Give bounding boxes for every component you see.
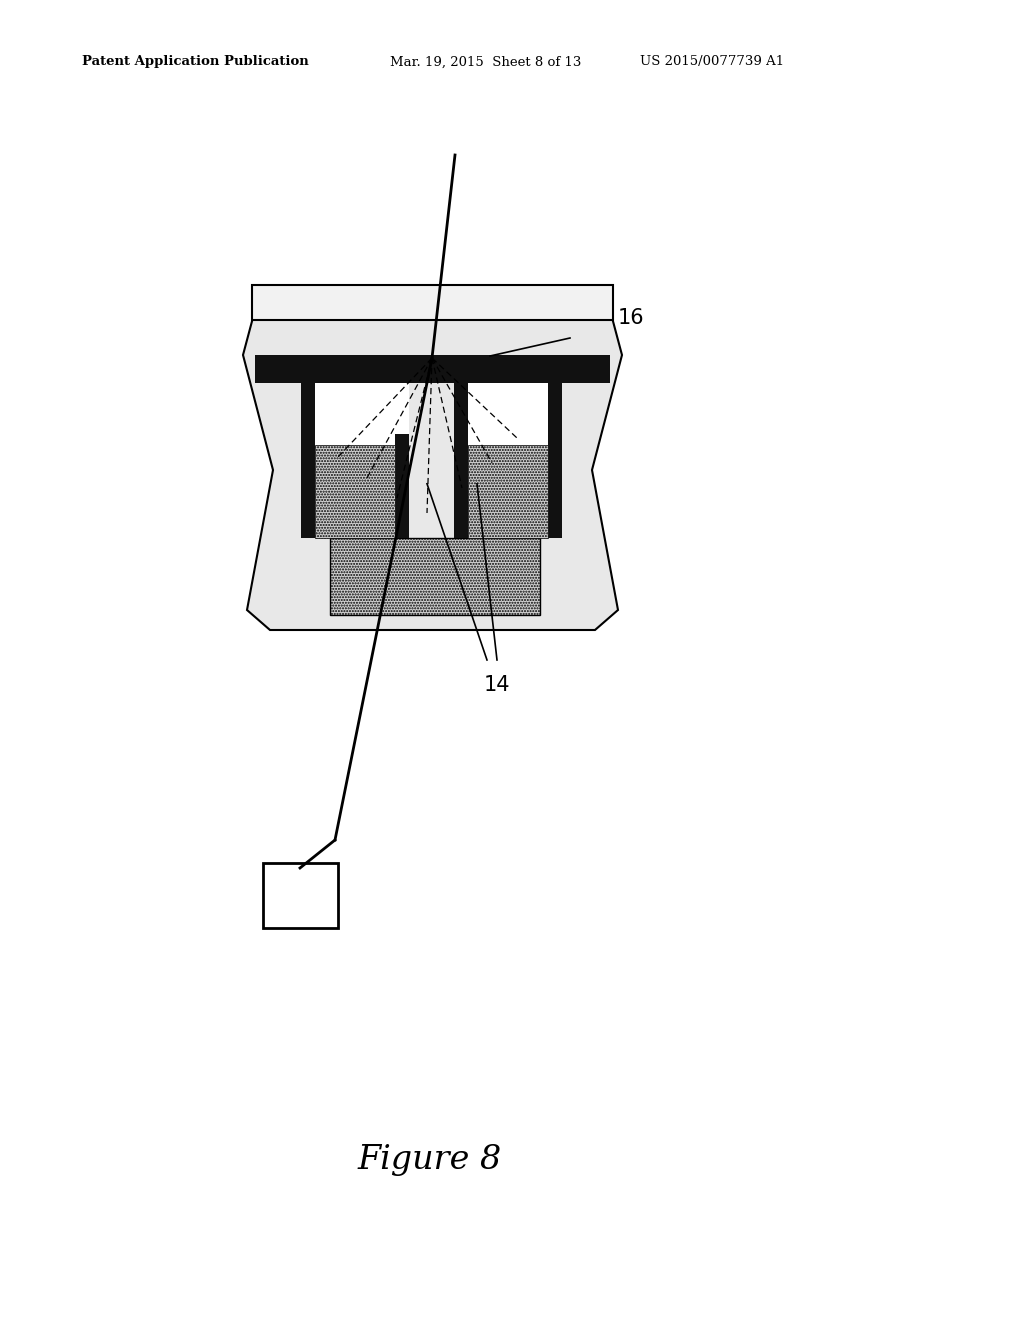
Bar: [395, 383, 409, 539]
Bar: [315, 445, 395, 539]
Bar: [301, 383, 315, 539]
Bar: [263, 863, 338, 928]
Text: Patent Application Publication: Patent Application Publication: [82, 55, 309, 69]
Bar: [454, 383, 468, 539]
Bar: [252, 285, 613, 319]
Text: 16: 16: [618, 308, 645, 327]
Text: Mar. 19, 2015  Sheet 8 of 13: Mar. 19, 2015 Sheet 8 of 13: [390, 55, 582, 69]
Bar: [330, 539, 540, 615]
Bar: [548, 383, 562, 539]
Text: 14: 14: [483, 675, 510, 696]
Polygon shape: [243, 310, 622, 630]
Bar: [315, 383, 395, 453]
Bar: [395, 383, 409, 434]
Bar: [468, 383, 548, 453]
Text: US 2015/0077739 A1: US 2015/0077739 A1: [640, 55, 784, 69]
Text: Figure 8: Figure 8: [357, 1144, 502, 1176]
Bar: [255, 355, 610, 383]
Bar: [468, 445, 548, 539]
